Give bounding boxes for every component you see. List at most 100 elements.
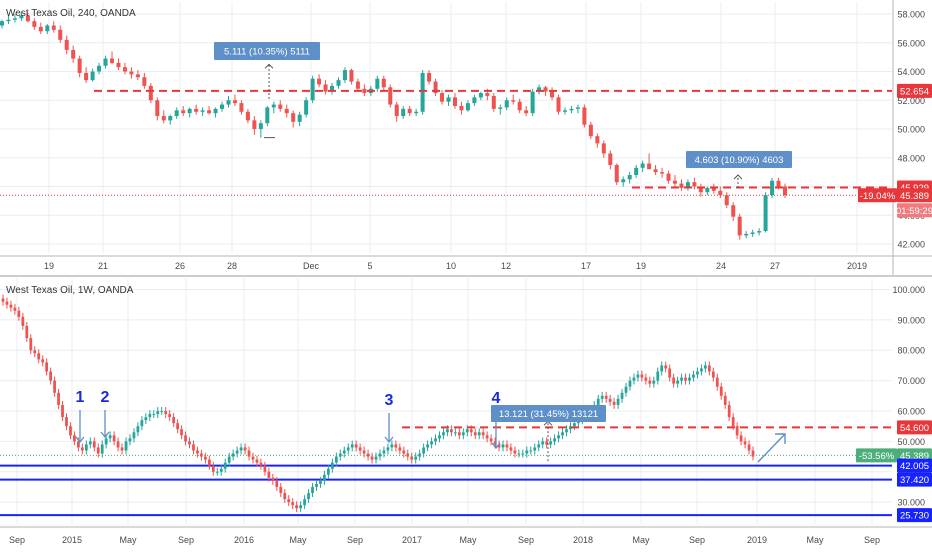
candle-body <box>216 472 219 473</box>
candle-body <box>265 107 269 123</box>
price-badge-37420: 37.420 <box>897 473 932 487</box>
candle-body <box>78 59 82 73</box>
price-badge-52654: 52.654 <box>897 84 932 98</box>
candle-body <box>260 463 263 466</box>
candle-body <box>324 84 328 91</box>
candle <box>757 228 761 235</box>
candle-body <box>641 164 645 168</box>
candle <box>744 437 747 448</box>
candle <box>265 106 269 126</box>
candle-body <box>453 97 457 106</box>
candle <box>510 444 513 455</box>
candle <box>216 468 219 476</box>
candle-body <box>144 417 147 420</box>
candle-body <box>510 447 513 450</box>
candle <box>537 440 540 451</box>
candle <box>605 392 608 403</box>
candle-body <box>58 30 62 40</box>
candle <box>686 179 690 191</box>
candle-body <box>355 444 358 447</box>
candle-body <box>684 378 687 381</box>
candle <box>45 358 48 375</box>
time-tick-label: 2019 <box>747 535 767 545</box>
candle <box>553 434 556 445</box>
price-badge-54600: 54.600 <box>897 420 932 434</box>
candle-body <box>220 469 223 472</box>
candle <box>14 304 17 315</box>
candle-body <box>110 59 114 63</box>
candle-body <box>383 450 386 453</box>
candle-body <box>53 381 56 393</box>
candle-body <box>315 484 318 487</box>
candle <box>123 63 127 75</box>
candle <box>517 450 520 458</box>
price-badge-current-text: 45.389 <box>900 191 929 202</box>
price-tick-label: 56.000 <box>897 38 925 48</box>
candle-body <box>454 432 457 433</box>
candle-body <box>656 372 659 381</box>
candle-body <box>601 396 604 399</box>
candle <box>85 440 88 454</box>
candle-body <box>359 447 362 450</box>
candle-body <box>589 125 593 137</box>
candle-body <box>298 115 302 122</box>
candle-body <box>408 109 412 113</box>
candle-body <box>582 107 586 124</box>
wave-label-3: 3 <box>385 392 394 409</box>
candle <box>557 431 560 442</box>
candle-body <box>214 109 218 113</box>
candle-body <box>285 109 289 113</box>
candle <box>549 437 552 448</box>
candle <box>744 231 748 238</box>
candle-body <box>295 505 298 508</box>
candle-body <box>557 435 560 438</box>
time-tick-label: May <box>632 535 650 545</box>
candle <box>104 56 108 69</box>
candle <box>601 392 604 403</box>
candle-body <box>414 112 418 113</box>
candle-body <box>65 40 69 50</box>
candle <box>304 97 308 117</box>
candle-body <box>395 105 399 117</box>
candle-body <box>414 457 417 460</box>
candle-body <box>272 105 276 108</box>
candle <box>117 437 120 451</box>
candle <box>625 383 628 397</box>
price-badge-25730-text: 25.730 <box>900 511 929 522</box>
candle-body <box>105 438 108 444</box>
candle <box>533 444 536 455</box>
candle-body <box>740 435 743 441</box>
candle <box>486 431 489 442</box>
candle <box>349 69 353 85</box>
candle <box>69 422 72 439</box>
candle-body <box>716 378 719 387</box>
candle-body <box>621 179 625 182</box>
candle <box>382 76 386 90</box>
measure-label-3: 13.121 (31.45%) 13121 <box>491 405 606 422</box>
candle-body <box>6 302 9 305</box>
candle-body <box>692 375 695 378</box>
countdown-badge: 01:59:29 <box>896 203 932 217</box>
candle <box>506 440 509 451</box>
price-badge-54600-text: 54.600 <box>900 423 929 434</box>
time-tick-label: 21 <box>98 261 108 271</box>
candle-body <box>402 450 405 453</box>
time-tick-label: 2019 <box>847 261 867 271</box>
time-tick-label: Sep <box>347 535 363 545</box>
candle <box>73 431 76 445</box>
candle-body <box>49 372 52 381</box>
candle <box>652 377 655 388</box>
candle <box>613 398 616 409</box>
candle <box>259 120 263 137</box>
candle <box>550 87 554 100</box>
candle-body <box>104 59 108 66</box>
candle-body <box>123 67 127 71</box>
candle-body <box>462 432 465 435</box>
candle-body <box>676 381 679 384</box>
candle-body <box>410 457 413 460</box>
candle <box>371 453 374 464</box>
candle <box>39 23 43 35</box>
candle-body <box>605 396 608 399</box>
candle-body <box>212 466 215 472</box>
